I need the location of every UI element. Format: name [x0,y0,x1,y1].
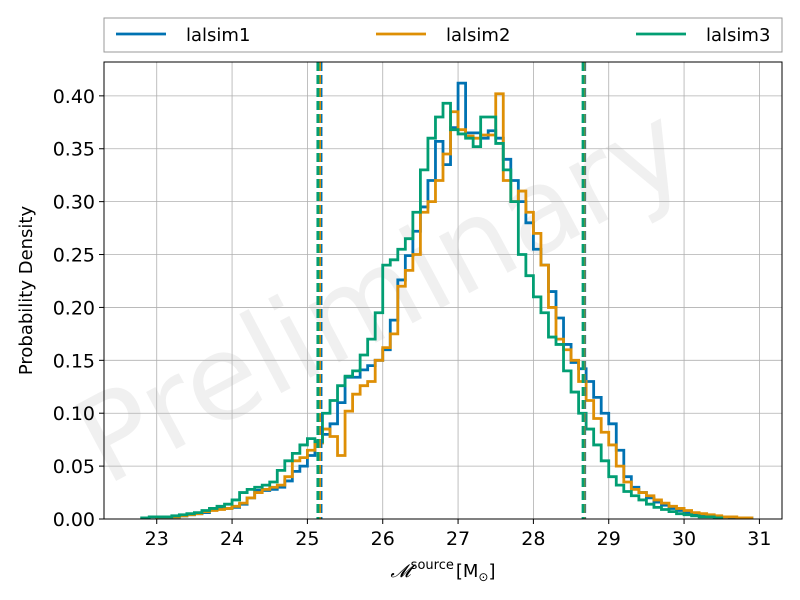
x-tick-label: 31 [747,528,771,550]
legend-label-lalsim3: lalsim3 [706,25,770,46]
legend-label-lalsim1: lalsim1 [186,25,250,46]
y-tick-label: 0.05 [53,456,95,478]
x-axis-label: 𝓜source [M⊙] [391,558,496,584]
credible-interval-lines [316,62,587,519]
y-tick-label: 0.20 [53,297,95,319]
series-lalsim3 [140,101,724,520]
x-tick-label: 29 [597,528,621,550]
legend-label-lalsim2: lalsim2 [446,25,510,46]
y-tick-label: 0.00 [53,509,95,531]
plot-series [140,81,754,520]
x-tick-label: 30 [672,528,696,550]
axis-ticks: 23 24 25 26 27 28 29 30 31 0.00 0.05 0.10 0.15 0.20 0.… [53,86,772,550]
x-tick-label: 26 [371,528,395,550]
y-axis-label: Probability Density [16,206,37,376]
x-tick-label: 28 [521,528,545,550]
y-tick-label: 0.35 [53,139,95,161]
x-tick-label: 25 [295,528,319,550]
legend: lalsim1 lalsim2 lalsim3 [103,17,783,53]
x-tick-label: 27 [446,528,470,550]
y-tick-label: 0.15 [53,350,95,372]
y-tick-label: 0.10 [53,403,95,425]
y-tick-label: 0.25 [53,245,95,267]
y-tick-label: 0.30 [53,192,95,214]
x-tick-label: 24 [220,528,244,550]
plot-frame [103,61,783,520]
y-tick-label: 0.40 [53,86,95,108]
x-tick-label: 23 [145,528,169,550]
